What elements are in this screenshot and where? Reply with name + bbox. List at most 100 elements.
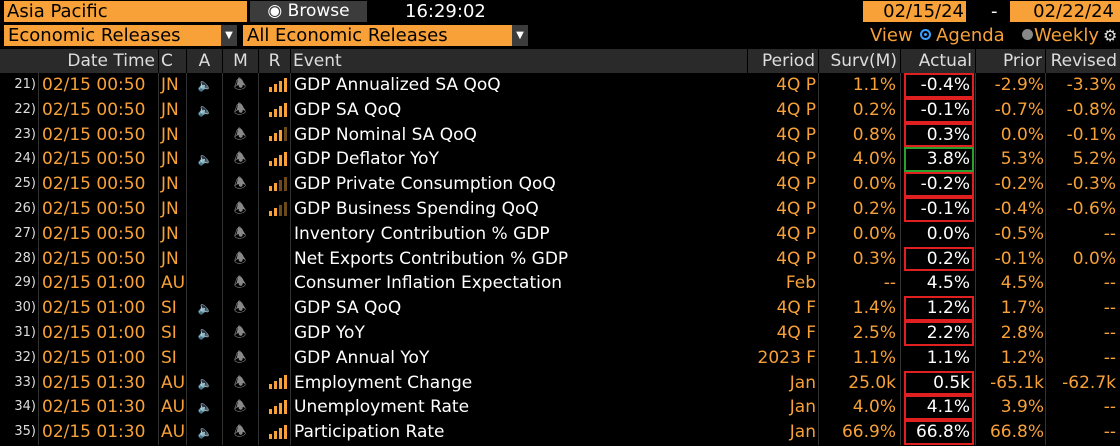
bell-icon[interactable]: 🕭 xyxy=(233,300,247,317)
speaker-icon[interactable]: 🔈 xyxy=(197,425,213,440)
event-name[interactable]: Net Exports Contribution % GDP xyxy=(294,248,569,269)
col-alert[interactable]: A xyxy=(187,49,222,73)
table-row[interactable]: 22) 02/15 00:50 JN 🔈 🕭 GDP SA QoQ 4Q P 0… xyxy=(0,97,1120,123)
table-row[interactable]: 33) 02/15 01:30 AU 🔈 🕭 Employment Change… xyxy=(0,370,1120,396)
event-name[interactable]: GDP Annual YoY xyxy=(294,347,430,368)
event-name[interactable]: GDP Private Consumption QoQ xyxy=(294,174,556,195)
row-number[interactable]: 28) xyxy=(14,250,36,266)
table-row[interactable]: 24) 02/15 00:50 JN 🔈 🕭 GDP Deflator YoY … xyxy=(0,147,1120,173)
col-revised[interactable]: Revised xyxy=(1046,49,1120,73)
speaker-icon[interactable]: 🔈 xyxy=(197,102,213,117)
event-name[interactable]: GDP SA QoQ xyxy=(294,99,402,120)
speaker-icon[interactable]: 🔈 xyxy=(197,375,213,390)
event-name[interactable]: GDP Annualized SA QoQ xyxy=(294,75,501,95)
table-row[interactable]: 23) 02/15 00:50 JN 🕭 GDP Nominal SA QoQ … xyxy=(0,122,1120,148)
row-number[interactable]: 21) xyxy=(14,77,36,92)
col-event[interactable]: Event xyxy=(291,49,747,73)
speaker-icon[interactable] xyxy=(196,222,214,247)
speaker-icon[interactable]: 🔈 xyxy=(197,152,213,167)
bell-icon[interactable]: 🕭 xyxy=(233,126,247,143)
row-number[interactable]: 32) xyxy=(14,349,36,365)
agenda-radio[interactable] xyxy=(920,29,931,40)
row-number[interactable]: 27) xyxy=(14,225,36,241)
chevron-down-icon[interactable]: ▼ xyxy=(221,25,237,46)
col-period[interactable]: Period xyxy=(748,49,818,73)
col-monitor[interactable]: M xyxy=(223,49,258,73)
table-row[interactable]: 21) 02/15 00:50 JN 🔈 🕭 GDP Annualized SA… xyxy=(0,73,1120,98)
table-row[interactable]: 26) 02/15 00:50 JN 🕭 GDP Business Spendi… xyxy=(0,196,1120,222)
releases-dropdown[interactable]: All Economic Releases ▼ xyxy=(243,25,528,46)
event-name[interactable]: Unemployment Rate xyxy=(294,397,470,418)
table-row[interactable]: 29) 02/15 01:00 AU 🕭 Consumer Inflation … xyxy=(0,271,1120,297)
bell-icon[interactable]: 🕭 xyxy=(233,349,247,366)
speaker-icon[interactable]: 🔈 xyxy=(197,301,213,316)
row-number[interactable]: 29) xyxy=(14,275,36,291)
col-relevance[interactable]: R xyxy=(259,49,290,73)
speaker-icon[interactable]: 🔈 xyxy=(197,325,213,340)
col-country[interactable]: C xyxy=(159,49,186,73)
table-row[interactable]: 34) 02/15 01:30 AU 🔈 🕭 Unemployment Rate… xyxy=(0,395,1120,421)
bell-icon[interactable]: 🕭 xyxy=(233,176,247,193)
table-row[interactable]: 32) 02/15 01:00 SI 🕭 GDP Annual YoY 2023… xyxy=(0,345,1120,371)
bell-icon[interactable]: 🕭 xyxy=(233,151,247,168)
speaker-icon[interactable] xyxy=(196,346,214,371)
speaker-icon[interactable] xyxy=(196,123,214,148)
chevron-down-icon[interactable]: ▼ xyxy=(512,25,528,46)
bell-icon[interactable]: 🕭 xyxy=(233,424,247,441)
bell-icon[interactable]: 🕭 xyxy=(233,399,247,416)
weekly-radio[interactable] xyxy=(1022,29,1033,40)
bell-icon[interactable]: 🕭 xyxy=(233,275,247,292)
bell-icon[interactable]: 🕭 xyxy=(233,374,247,391)
row-number[interactable]: 26) xyxy=(14,200,36,216)
event-name[interactable]: GDP SA QoQ xyxy=(294,298,402,319)
speaker-icon[interactable]: 🔈 xyxy=(197,400,213,415)
speaker-icon[interactable] xyxy=(196,197,214,222)
agenda-radio-label[interactable]: Agenda xyxy=(936,25,1005,46)
col-prior[interactable]: Prior xyxy=(976,49,1045,73)
event-name[interactable]: GDP Business Spending QoQ xyxy=(294,198,539,219)
table-row[interactable]: 30) 02/15 01:00 SI 🔈 🕭 GDP SA QoQ 4Q F 1… xyxy=(0,296,1120,321)
event-name[interactable]: GDP YoY xyxy=(294,322,365,343)
event-name[interactable]: Consumer Inflation Expectation xyxy=(294,273,563,294)
date-to-field[interactable]: 02/22/24 xyxy=(1010,1,1120,22)
bell-icon[interactable]: 🕭 xyxy=(233,101,247,118)
col-actual[interactable]: Actual xyxy=(901,49,975,73)
table-row[interactable]: 27) 02/15 00:50 JN 🕭 Inventory Contribut… xyxy=(0,221,1120,247)
region-selector[interactable]: Asia Pacific xyxy=(4,1,247,22)
event-name[interactable]: GDP Deflator YoY xyxy=(294,149,439,170)
table-row[interactable]: 28) 02/15 00:50 JN 🕭 Net Exports Contrib… xyxy=(0,246,1120,272)
bell-icon[interactable]: 🕭 xyxy=(233,250,247,267)
event-name[interactable]: Participation Rate xyxy=(294,422,445,443)
row-number[interactable]: 22) xyxy=(14,101,36,117)
table-row[interactable]: 25) 02/15 00:50 JN 🕭 GDP Private Consump… xyxy=(0,172,1120,197)
bell-icon[interactable]: 🕭 xyxy=(233,324,247,341)
col-survey[interactable]: Surv(M) xyxy=(819,49,900,73)
row-number[interactable]: 24) xyxy=(14,151,36,167)
row-number[interactable]: 25) xyxy=(14,176,36,192)
table-row[interactable]: 31) 02/15 01:00 SI 🔈 🕭 GDP YoY 4Q F 2.5%… xyxy=(0,320,1120,346)
row-number[interactable]: 31) xyxy=(14,324,36,340)
event-name[interactable]: Inventory Contribution % GDP xyxy=(294,223,550,244)
browse-button[interactable]: ◉ Browse xyxy=(250,1,367,22)
bell-icon[interactable]: 🕭 xyxy=(233,200,247,217)
date-from-field[interactable]: 02/15/24 xyxy=(863,1,966,22)
speaker-icon[interactable] xyxy=(196,271,214,296)
table-row[interactable]: 35) 02/15 01:30 AU 🔈 🕭 Participation Rat… xyxy=(0,420,1120,445)
actual-value: -0.1% xyxy=(904,97,974,123)
category-dropdown[interactable]: Economic Releases ▼ xyxy=(4,25,237,46)
speaker-icon[interactable] xyxy=(196,172,214,197)
row-number[interactable]: 34) xyxy=(14,399,36,415)
bell-icon[interactable]: 🕭 xyxy=(233,225,247,242)
row-number[interactable]: 35) xyxy=(14,424,36,440)
row-number[interactable]: 23) xyxy=(14,126,36,142)
col-date-time[interactable]: Date Time xyxy=(0,49,158,73)
bell-icon[interactable]: 🕭 xyxy=(233,77,247,93)
row-number[interactable]: 30) xyxy=(14,300,36,316)
row-number[interactable]: 33) xyxy=(14,374,36,390)
settings-icon[interactable]: ⚙ xyxy=(1103,26,1118,45)
event-name[interactable]: Employment Change xyxy=(294,372,473,393)
weekly-radio-label[interactable]: Weekly xyxy=(1034,25,1099,46)
speaker-icon[interactable]: 🔈 xyxy=(197,78,213,92)
speaker-icon[interactable] xyxy=(196,247,214,272)
event-name[interactable]: GDP Nominal SA QoQ xyxy=(294,124,477,145)
